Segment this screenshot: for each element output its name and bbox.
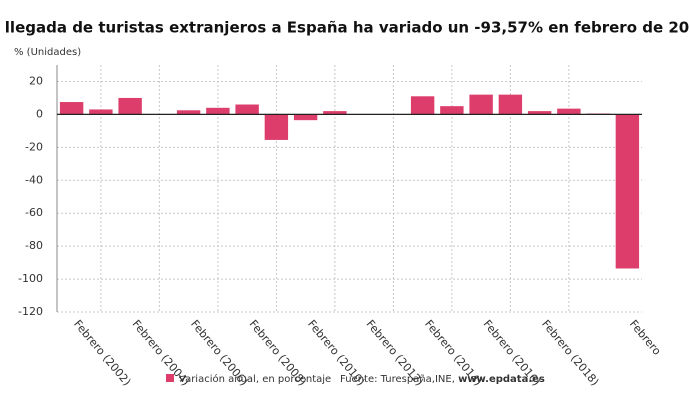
bar [177, 110, 200, 114]
bar [294, 114, 317, 120]
x-tick-label: Febrero [627, 318, 664, 358]
y-tick-label: -40 [25, 173, 43, 186]
y-tick-label: -20 [25, 140, 43, 153]
bar [469, 95, 492, 115]
bar [118, 98, 141, 114]
bar [557, 109, 580, 115]
bar [60, 102, 83, 114]
bar [411, 96, 434, 114]
x-tick-label: Febrero (2002) [71, 318, 133, 389]
y-tick-label: 0 [36, 107, 43, 120]
y-tick-label: -120 [18, 305, 43, 318]
bar [499, 95, 522, 115]
bar [89, 109, 112, 114]
bar [206, 108, 229, 115]
bar [235, 105, 258, 115]
y-tick-label: -60 [25, 206, 43, 219]
x-tick-label: Febrero (2004) [130, 318, 192, 389]
bar [440, 106, 463, 114]
y-tick-label: -80 [25, 239, 43, 252]
bar [265, 114, 288, 140]
x-tick-label: Febrero (2018) [539, 318, 601, 389]
chart-title: La llegada de turistas extranjeros a Esp… [0, 19, 690, 37]
y-tick-label: 20 [29, 74, 43, 87]
y-tick-label: -100 [18, 272, 43, 285]
source: Fuente: Turespaña,INE, www.epdata.es [340, 374, 545, 385]
y-axis-label: % (Unidades) [14, 47, 81, 58]
bar [616, 114, 639, 268]
